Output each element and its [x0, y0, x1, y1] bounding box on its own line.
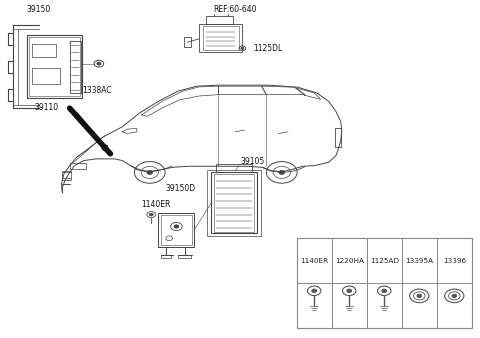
Bar	[70, 163, 86, 169]
Bar	[161, 255, 171, 258]
Bar	[29, 37, 80, 96]
Circle shape	[97, 62, 101, 65]
Bar	[70, 41, 81, 93]
Text: 1220HA: 1220HA	[335, 258, 364, 264]
Text: 1140ER: 1140ER	[142, 200, 171, 209]
Circle shape	[382, 289, 387, 292]
Bar	[158, 213, 194, 247]
Bar	[184, 37, 191, 47]
Circle shape	[147, 170, 153, 174]
Bar	[203, 26, 239, 50]
Text: REF:60-640: REF:60-640	[214, 5, 257, 14]
Bar	[214, 174, 254, 232]
Circle shape	[347, 289, 351, 292]
Circle shape	[279, 170, 285, 174]
Text: 13396: 13396	[443, 258, 466, 264]
Bar	[216, 164, 252, 172]
Bar	[32, 68, 60, 84]
Text: 1125DL: 1125DL	[253, 44, 283, 53]
Text: 1338AC: 1338AC	[83, 86, 112, 95]
Bar	[62, 171, 71, 180]
Circle shape	[149, 213, 153, 216]
Text: 1140ER: 1140ER	[300, 258, 328, 264]
Bar	[178, 255, 191, 258]
Bar	[161, 215, 192, 245]
Bar	[199, 24, 242, 52]
Circle shape	[452, 294, 456, 297]
Bar	[32, 44, 56, 57]
Bar	[335, 128, 341, 147]
Bar	[211, 172, 257, 233]
Text: 39150D: 39150D	[166, 184, 196, 193]
Text: 13395A: 13395A	[405, 258, 433, 264]
Text: 39150: 39150	[26, 4, 51, 14]
Circle shape	[312, 289, 316, 292]
Bar	[297, 238, 472, 328]
Text: 39110: 39110	[35, 103, 59, 112]
Bar	[207, 170, 261, 236]
Bar	[206, 16, 233, 24]
Bar	[27, 35, 82, 98]
Circle shape	[417, 294, 421, 297]
Text: 1125AD: 1125AD	[370, 258, 399, 264]
Circle shape	[174, 225, 179, 228]
Text: 39105: 39105	[240, 157, 264, 166]
Circle shape	[241, 47, 244, 49]
